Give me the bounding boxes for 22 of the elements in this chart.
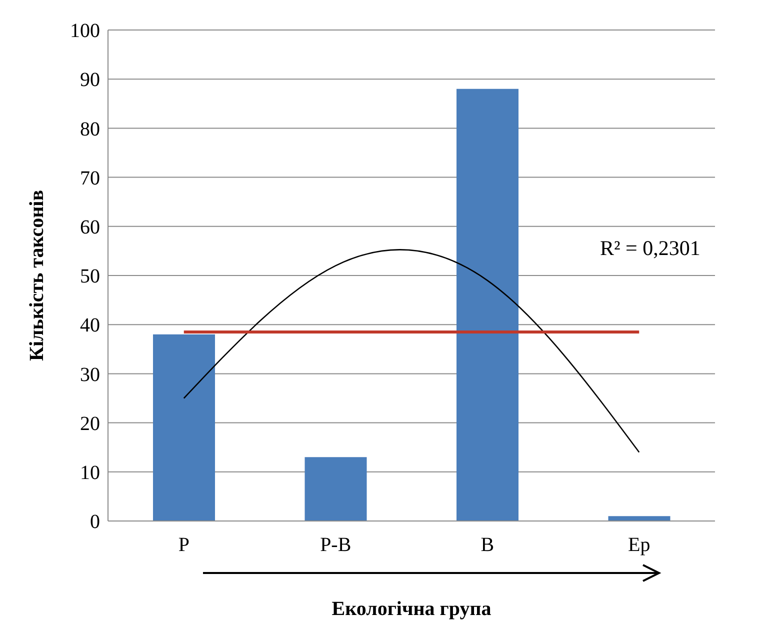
- y-tick-label: 90: [80, 69, 100, 92]
- y-tick-label: 40: [80, 314, 100, 337]
- x-tick-label: P-B: [320, 534, 352, 556]
- bar: [608, 516, 670, 521]
- bar: [456, 88, 518, 521]
- x-tick-label: B: [480, 534, 494, 556]
- y-axis-title: Кількість таксонів: [26, 190, 48, 362]
- y-tick-label: 20: [80, 412, 100, 435]
- x-tick-label: P: [178, 534, 190, 556]
- y-tick-label: 50: [80, 266, 100, 288]
- x-tick-label: Ep: [628, 534, 650, 556]
- y-tick-label: 10: [80, 462, 100, 484]
- y-tick-label: 0: [90, 511, 100, 534]
- bar: [153, 334, 215, 521]
- annotation: R² = 0,2301: [600, 236, 700, 261]
- y-tick-label: 70: [80, 167, 100, 190]
- y-tick-label: 30: [80, 364, 100, 386]
- x-axis-title: Екологічна група: [332, 598, 492, 620]
- y-tick-label: 60: [80, 216, 100, 238]
- y-tick-label: 100: [70, 20, 100, 42]
- y-tick-label: 80: [80, 118, 100, 140]
- bar: [304, 457, 367, 521]
